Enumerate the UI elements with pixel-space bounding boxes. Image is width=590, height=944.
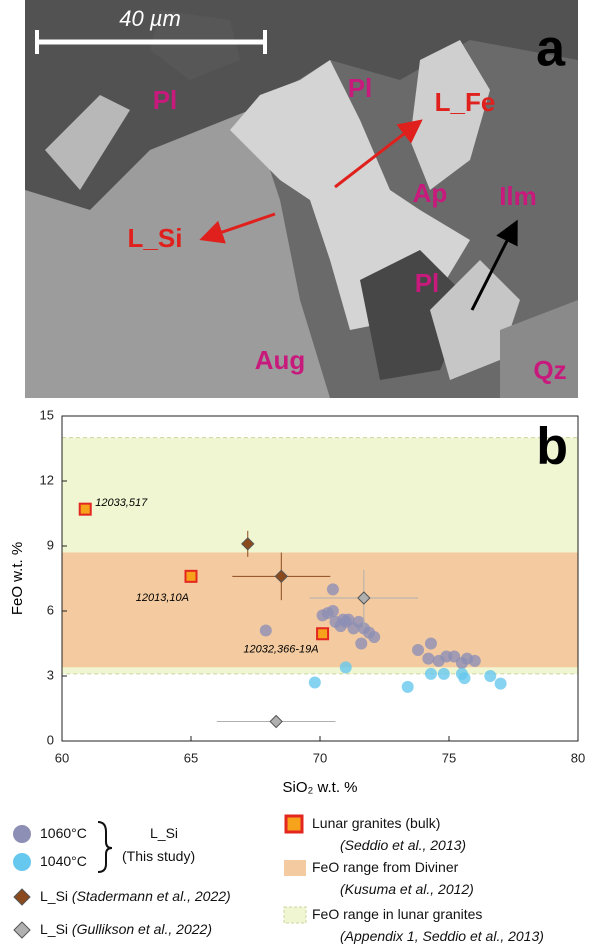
- data-point: [401, 680, 414, 693]
- legend-label-part: L_Si: [150, 825, 178, 841]
- point-label: 12032,366-19A: [243, 644, 318, 656]
- data-point: [494, 677, 507, 690]
- legend-label: (This study): [122, 848, 195, 864]
- legend-label: FeO range from Diviner: [312, 859, 459, 875]
- y-tick-label: 15: [40, 407, 54, 422]
- legend-label-part: FeO range in lunar granites: [312, 906, 482, 922]
- legend-label-part: (Stadermann et al., 2022): [72, 888, 231, 904]
- y-tick-label: 6: [47, 602, 54, 617]
- legend-label-part: (Appendix 1, Seddio et al., 2013): [340, 928, 544, 944]
- legend-label: 1060°C: [40, 825, 87, 841]
- y-axis-label: FeO w.t. %: [9, 542, 26, 615]
- legend-label-part: 1040°C: [40, 853, 87, 869]
- phase-label: Ap: [413, 178, 448, 208]
- legend-label: L_Si (Gullikson et al., 2022): [40, 921, 212, 937]
- data-point: [458, 672, 471, 685]
- data-point: [269, 714, 283, 729]
- point-label: 12033,517: [95, 497, 148, 509]
- legend-marker: [13, 825, 31, 843]
- scale-bar-label: 40 µm: [119, 6, 181, 31]
- y-tick-label: 9: [47, 537, 54, 552]
- x-tick-label: 70: [313, 750, 327, 765]
- data-point: [412, 644, 425, 656]
- legend-label-part: L_Si: [40, 888, 68, 904]
- x-tick-label: 65: [184, 750, 198, 765]
- data-point: [355, 637, 368, 650]
- phase-label: Qz: [533, 355, 566, 385]
- y-tick-label: 12: [40, 472, 54, 487]
- legend-label: Lunar granites (bulk): [312, 815, 440, 831]
- data-point: [326, 605, 339, 617]
- phase-label: Pl: [415, 268, 440, 298]
- legend-label: L_Si: [150, 825, 178, 841]
- legend-label-part: (Seddio et al., 2013): [340, 837, 466, 853]
- micrograph: 40 µm a: [25, 0, 578, 398]
- legend-label: (Kusuma et al., 2012): [340, 881, 474, 897]
- data-point: [78, 502, 92, 516]
- legend-swatch: [283, 906, 307, 924]
- y-tick-label: 3: [47, 667, 54, 682]
- legend-marker: [13, 853, 31, 871]
- data-point: [342, 613, 355, 626]
- point-label: 12013,10A: [136, 592, 189, 604]
- data-point: [437, 667, 450, 680]
- legend-brace: [97, 821, 113, 873]
- legend-marker: [13, 888, 31, 906]
- data-point: [184, 569, 198, 583]
- phase-label: Aug: [255, 345, 306, 375]
- legend-label: 1040°C: [40, 853, 87, 869]
- x-tick-label: 60: [55, 750, 69, 765]
- data-point: [308, 676, 321, 689]
- data-point: [274, 569, 289, 584]
- data-point: [368, 631, 381, 643]
- y-tick-label: 0: [47, 732, 54, 747]
- phase-label: L_Fe: [435, 87, 496, 117]
- data-point: [422, 652, 435, 665]
- phase-label: L_Si: [128, 223, 183, 253]
- data-point: [484, 670, 497, 682]
- legend-label: L_Si (Stadermann et al., 2022): [40, 888, 231, 904]
- data-point: [259, 624, 272, 637]
- legend-label-part: (This study): [122, 848, 195, 864]
- legend-label: (Seddio et al., 2013): [340, 837, 466, 853]
- x-tick-label: 75: [442, 750, 456, 765]
- legend-label-part: FeO range from Diviner: [312, 859, 459, 875]
- legend-marker: [284, 814, 304, 834]
- legend-swatch: [284, 860, 306, 876]
- data-point: [424, 637, 437, 650]
- legend-label: FeO range in lunar granites: [312, 906, 482, 922]
- data-point: [424, 667, 437, 680]
- data-point: [241, 537, 255, 551]
- data-point: [339, 661, 352, 674]
- legend-label-part: (Gullikson et al., 2022): [72, 921, 212, 937]
- phase-label: Pl: [153, 85, 178, 115]
- data-point: [326, 583, 339, 596]
- legend-label-part: (Kusuma et al., 2012): [340, 881, 474, 897]
- legend-label-part: 1060°C: [40, 825, 87, 841]
- x-tick-label: 80: [571, 750, 585, 765]
- data-point: [468, 654, 481, 667]
- legend-label: (Appendix 1, Seddio et al., 2013): [340, 928, 544, 944]
- panel-label: a: [536, 20, 566, 78]
- panel-label: b: [536, 418, 568, 476]
- legend-label-part: Lunar granites (bulk): [312, 815, 440, 831]
- data-point: [357, 591, 371, 605]
- phase-label: Pl: [348, 73, 373, 103]
- legend-marker: [13, 921, 31, 939]
- x-axis-label: SiO₂ w.t. %: [282, 779, 357, 796]
- data-point: [316, 627, 330, 641]
- legend-label-part: L_Si: [40, 921, 68, 937]
- phase-label: Ilm: [499, 181, 537, 211]
